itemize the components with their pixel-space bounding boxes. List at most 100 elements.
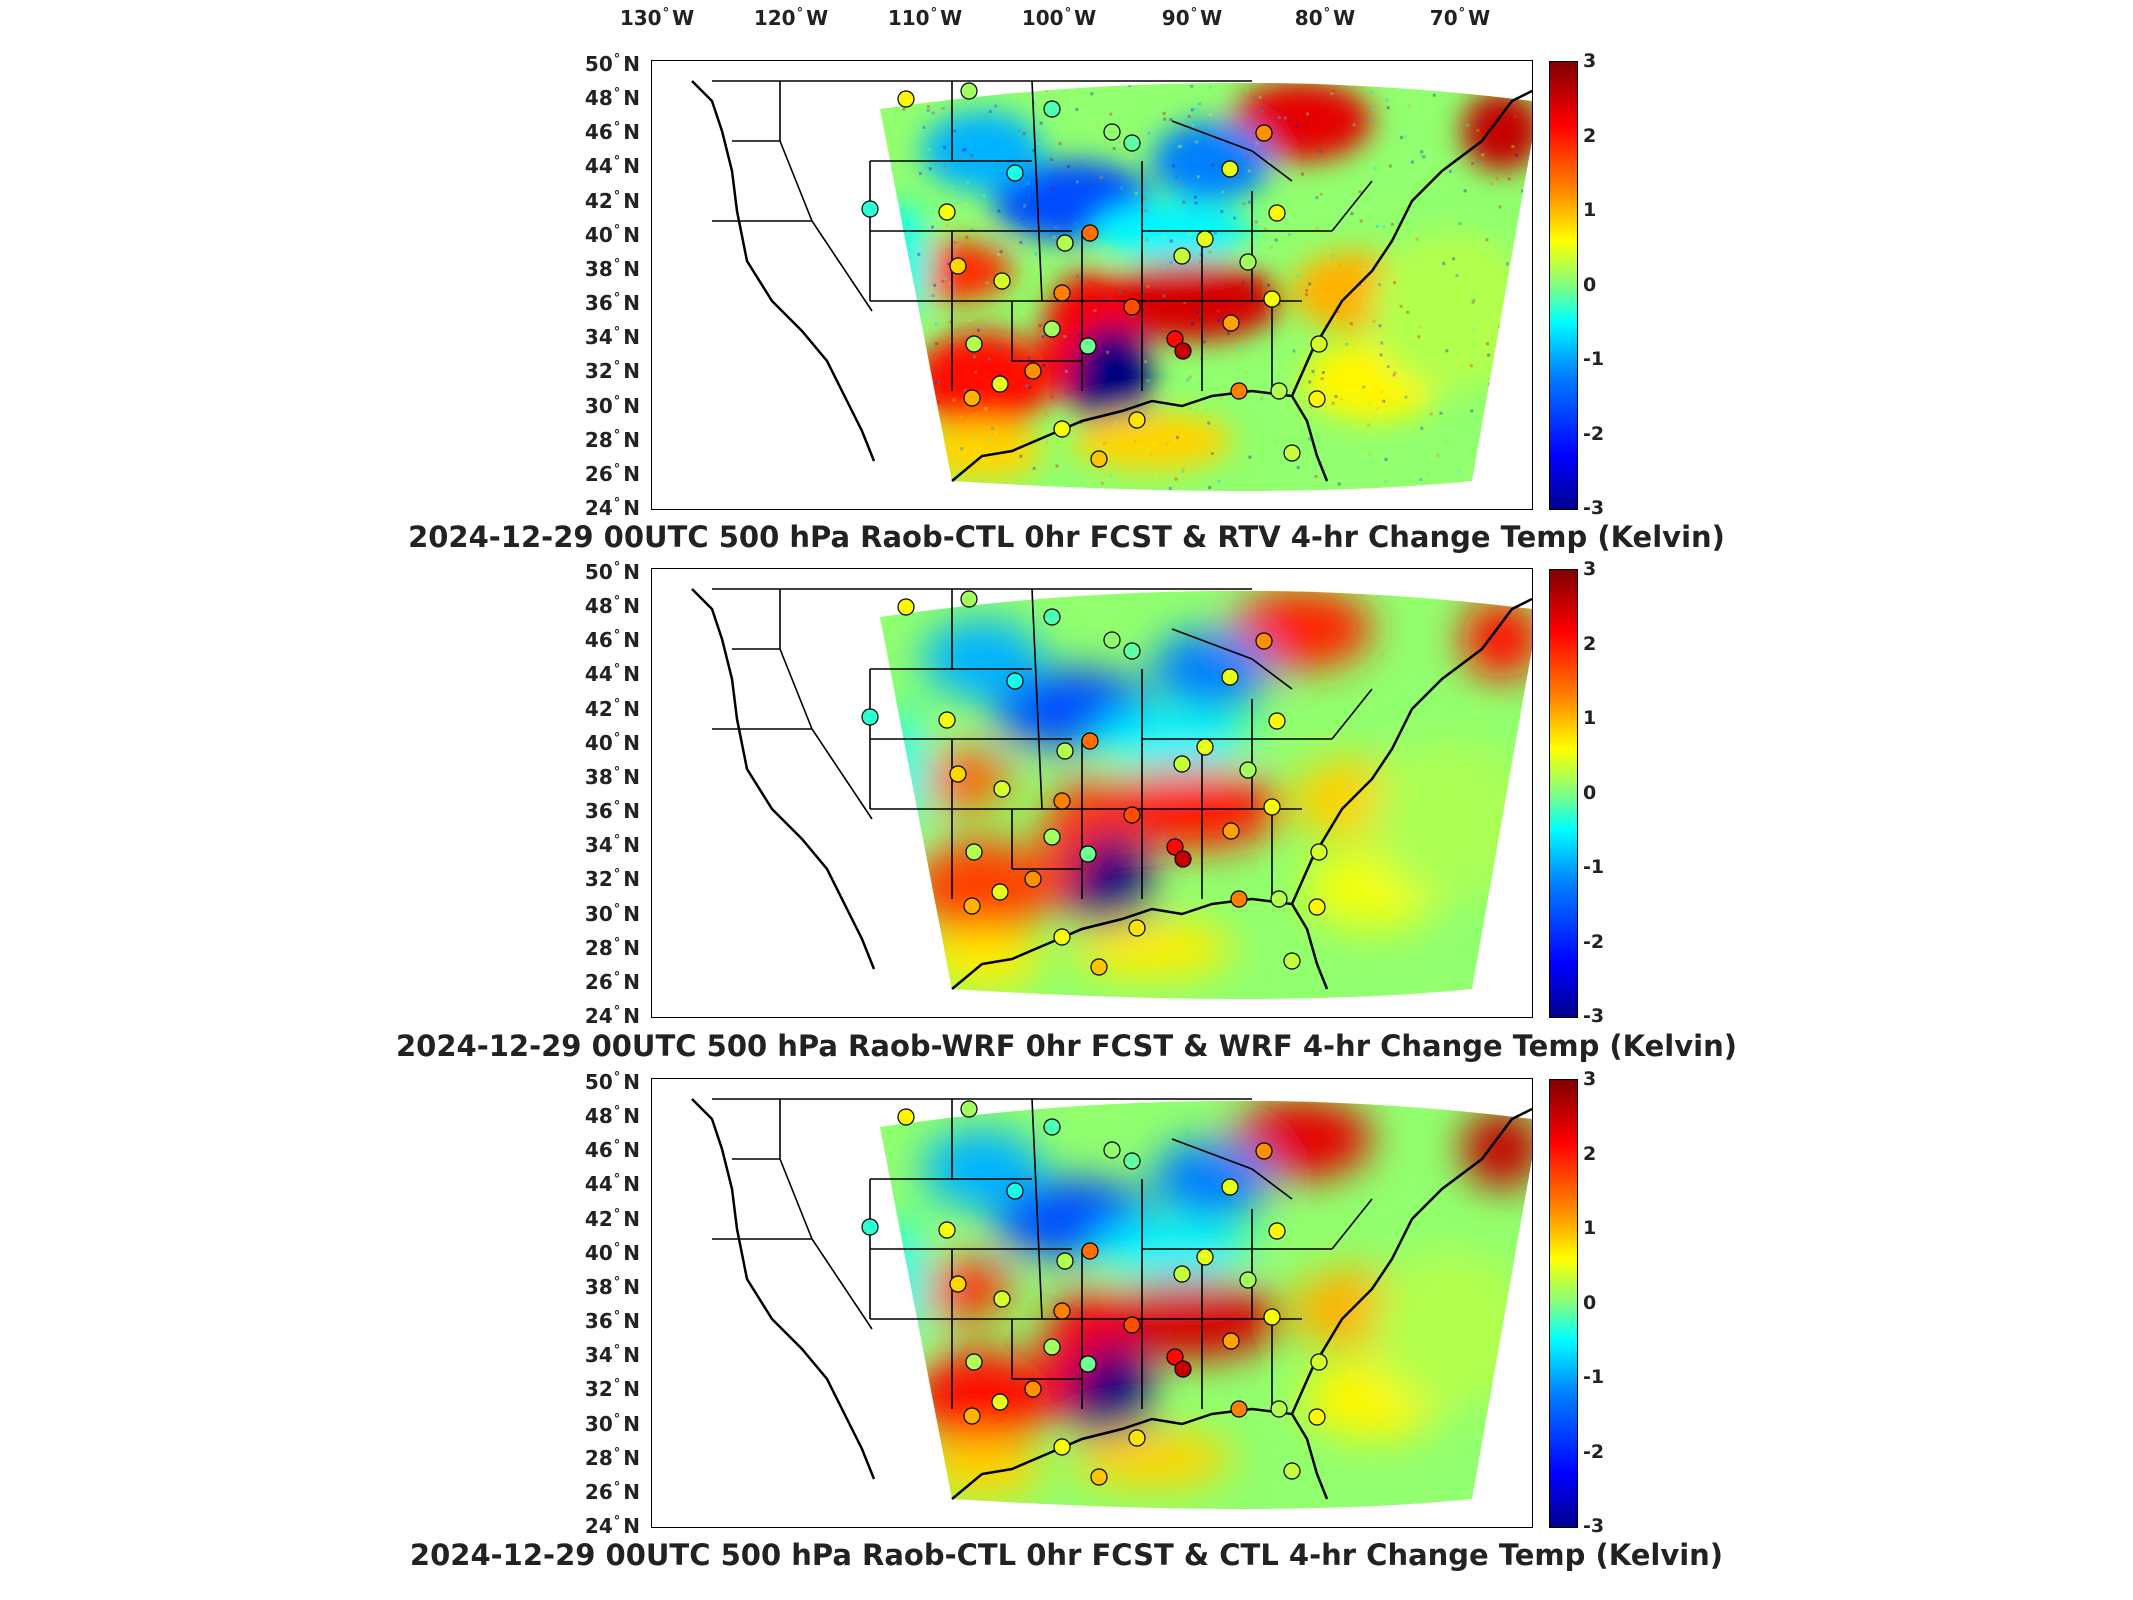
speckle	[903, 270, 907, 274]
speckle	[968, 319, 972, 323]
raob-station-marker	[1043, 320, 1061, 338]
speckle	[1258, 95, 1262, 99]
colorbar-tick-label: 0	[1583, 1291, 1597, 1314]
colorbar-tick-label: 3	[1583, 50, 1597, 72]
speckle	[1511, 431, 1515, 435]
speckle	[1495, 176, 1499, 180]
raob-station-marker	[1221, 668, 1239, 686]
speckle	[1314, 474, 1318, 478]
speckle	[1293, 329, 1297, 333]
speckle	[1220, 210, 1224, 214]
speckle	[923, 441, 927, 445]
speckle	[1506, 330, 1510, 334]
raob-station-marker	[991, 1393, 1009, 1411]
speckle	[1369, 460, 1373, 464]
raob-station-marker	[1006, 164, 1024, 182]
lat-label-48n: 48° N	[584, 86, 640, 111]
speckle	[966, 180, 970, 184]
speckle	[1432, 93, 1436, 97]
speckle	[964, 389, 968, 393]
raob-station-marker	[1263, 290, 1281, 308]
speckle	[1175, 292, 1179, 296]
speckle	[1204, 334, 1208, 338]
speckle	[1190, 322, 1194, 326]
raob-station-marker	[1174, 342, 1192, 360]
speckle	[1375, 246, 1379, 250]
raob-station-marker	[1006, 672, 1024, 690]
speckle	[1267, 283, 1271, 287]
speckle	[1107, 246, 1111, 250]
lat-label-28n: 28° N	[584, 935, 640, 960]
speckle	[930, 345, 934, 349]
speckle	[882, 397, 886, 401]
speckle	[1420, 150, 1424, 154]
state-borders	[712, 80, 1373, 391]
raob-station-marker	[1043, 1338, 1061, 1356]
speckle	[1032, 466, 1036, 470]
speckle	[1282, 185, 1286, 189]
raob-station-marker	[897, 598, 915, 616]
speckle	[1376, 275, 1380, 279]
speckle	[1233, 216, 1237, 220]
speckle	[1238, 348, 1242, 352]
speckle	[1219, 396, 1223, 400]
raob-station-marker	[1263, 798, 1281, 816]
speckle	[1245, 156, 1249, 160]
speckle	[1146, 379, 1150, 383]
colorbar-2	[1549, 569, 1578, 1018]
speckle	[1325, 338, 1329, 342]
speckle	[1053, 264, 1057, 268]
speckle	[1311, 369, 1315, 373]
speckle	[926, 109, 930, 113]
speckle	[880, 251, 881, 255]
speckle	[1511, 145, 1515, 149]
speckle	[1436, 453, 1440, 457]
lat-label-40n: 40° N	[584, 730, 640, 755]
lat-label-42n: 42° N	[584, 696, 640, 721]
speckle	[1019, 454, 1023, 458]
lat-label-32n: 32° N	[584, 1377, 640, 1402]
speckle	[1412, 485, 1416, 489]
raob-station-marker	[1166, 330, 1184, 348]
speckle	[1350, 212, 1354, 216]
speckle	[1489, 478, 1493, 482]
speckle	[1316, 105, 1320, 109]
speckle	[1096, 123, 1100, 127]
raob-station-marker	[1081, 224, 1099, 242]
speckle	[909, 186, 913, 190]
lat-label-30n: 30° N	[584, 393, 640, 418]
raob-station-marker	[1053, 420, 1071, 438]
speckle	[1469, 364, 1473, 368]
speckle	[1161, 265, 1165, 269]
speckle	[1208, 250, 1212, 254]
speckle	[1422, 155, 1426, 159]
raob-station-marker	[1024, 1380, 1042, 1398]
lon-label-120w: 120° W	[753, 6, 829, 30]
raob-station-marker	[960, 82, 978, 100]
raob-station-marker	[965, 335, 983, 353]
speckle	[1211, 163, 1215, 167]
speckle	[951, 378, 955, 382]
speckle	[1331, 254, 1335, 258]
speckle	[932, 264, 936, 268]
colorbar-tick-label: -2	[1583, 1440, 1605, 1463]
speckle	[1296, 273, 1300, 277]
speckle	[1099, 176, 1103, 180]
speckle	[1337, 482, 1341, 486]
speckle	[1375, 407, 1379, 411]
speckle	[939, 458, 943, 462]
speckle	[1216, 309, 1220, 313]
lat-label-50n: 50° N	[584, 52, 640, 76]
speckle	[880, 391, 881, 395]
raob-station-marker	[1270, 890, 1288, 908]
speckle	[1406, 310, 1410, 314]
speckle	[1120, 186, 1124, 190]
speckle	[982, 82, 986, 86]
speckle	[1103, 161, 1107, 165]
speckle	[1522, 263, 1526, 267]
speckle	[1365, 343, 1369, 347]
speckle	[1075, 180, 1079, 184]
speckle	[1202, 340, 1206, 344]
raob-station-marker	[1053, 1438, 1071, 1456]
raob-station-marker	[938, 711, 956, 729]
